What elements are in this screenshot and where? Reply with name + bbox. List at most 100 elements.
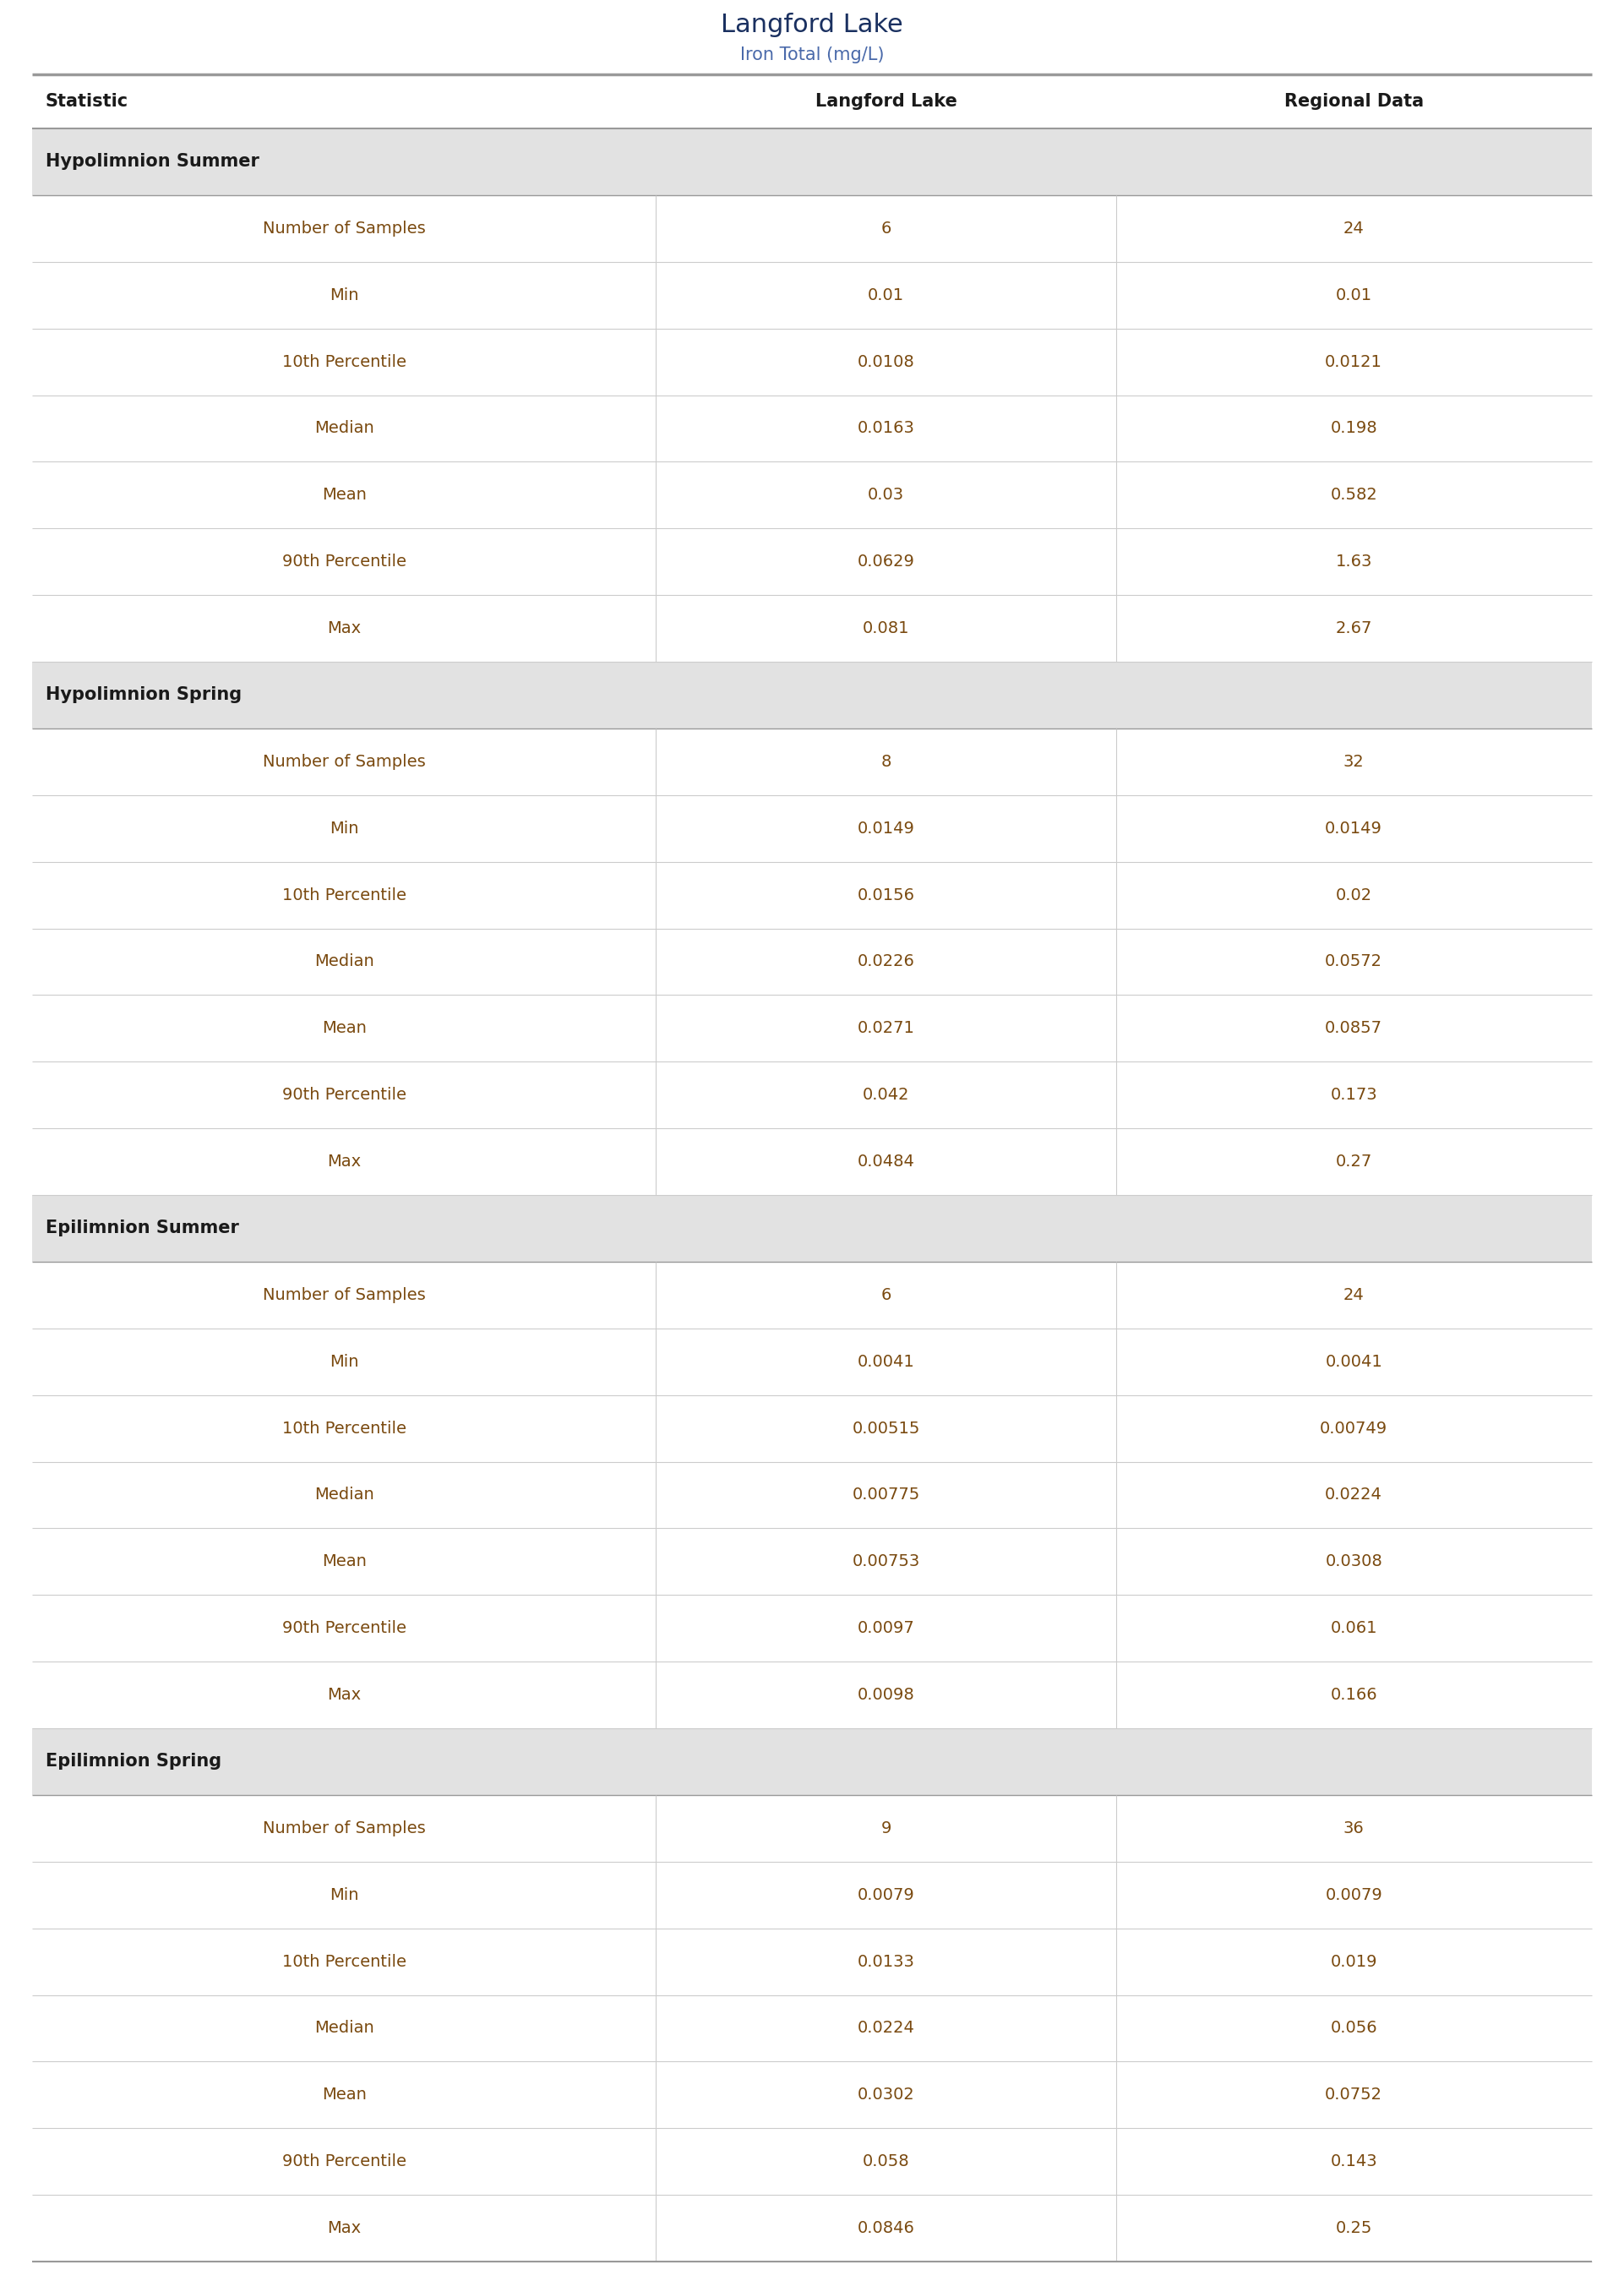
Text: Langford Lake: Langford Lake (721, 14, 903, 39)
Text: Mean: Mean (322, 488, 367, 504)
Text: Max: Max (328, 1687, 361, 1702)
Text: 10th Percentile: 10th Percentile (283, 354, 406, 370)
Text: 0.0484: 0.0484 (857, 1153, 914, 1169)
Text: 0.0629: 0.0629 (857, 554, 914, 570)
Text: 1.63: 1.63 (1335, 554, 1372, 570)
Text: Hypolimnion Spring: Hypolimnion Spring (45, 686, 242, 704)
Text: Epilimnion Spring: Epilimnion Spring (45, 1752, 221, 1771)
Bar (32, 2129, 1592, 2195)
Text: 10th Percentile: 10th Percentile (283, 888, 406, 903)
Text: 0.0097: 0.0097 (857, 1621, 914, 1637)
Bar (32, 2061, 1592, 2129)
Text: 0.0041: 0.0041 (1325, 1353, 1382, 1369)
Text: Statistic: Statistic (45, 93, 128, 109)
Bar (32, 461, 1592, 529)
Text: Median: Median (315, 1487, 374, 1503)
Text: Min: Min (330, 819, 359, 835)
Bar (32, 395, 1592, 461)
Bar (32, 329, 1592, 395)
Text: Max: Max (328, 2220, 361, 2236)
Bar (32, 195, 1592, 261)
Bar (32, 2195, 1592, 2261)
Text: 0.0156: 0.0156 (857, 888, 914, 903)
Bar (32, 1596, 1592, 1662)
Text: 0.0224: 0.0224 (1325, 1487, 1382, 1503)
Text: Number of Samples: Number of Samples (263, 754, 425, 770)
Text: 0.0133: 0.0133 (857, 1954, 914, 1970)
Text: Hypolimnion Summer: Hypolimnion Summer (45, 154, 260, 170)
Text: 6: 6 (880, 220, 892, 236)
Text: Median: Median (315, 420, 374, 436)
Text: 24: 24 (1343, 220, 1364, 236)
Bar (32, 1995, 1592, 2061)
Text: 0.042: 0.042 (862, 1087, 909, 1103)
Bar (32, 794, 1592, 863)
Text: 0.0846: 0.0846 (857, 2220, 914, 2236)
Text: 32: 32 (1343, 754, 1364, 770)
Text: 0.25: 0.25 (1335, 2220, 1372, 2236)
Text: 0.0098: 0.0098 (857, 1687, 914, 1702)
Text: Mean: Mean (322, 2086, 367, 2102)
Bar (32, 1262, 1592, 1328)
Text: 0.166: 0.166 (1330, 1687, 1377, 1702)
Bar (32, 994, 1592, 1062)
Text: Min: Min (330, 1886, 359, 1902)
Text: 0.00515: 0.00515 (853, 1421, 921, 1437)
Bar (32, 129, 1592, 195)
Text: 90th Percentile: 90th Percentile (283, 1087, 406, 1103)
Text: 0.061: 0.061 (1330, 1621, 1377, 1637)
Text: 0.01: 0.01 (1335, 286, 1372, 304)
Text: 0.00749: 0.00749 (1320, 1421, 1387, 1437)
Text: Min: Min (330, 1353, 359, 1369)
Text: 6: 6 (880, 1287, 892, 1303)
Bar (32, 1194, 1592, 1262)
Text: Median: Median (315, 2020, 374, 2036)
Text: 0.03: 0.03 (867, 488, 905, 504)
Text: 0.582: 0.582 (1330, 488, 1377, 504)
Text: 9: 9 (880, 1821, 892, 1836)
Bar (32, 928, 1592, 994)
Text: 0.0041: 0.0041 (857, 1353, 914, 1369)
Text: 0.0302: 0.0302 (857, 2086, 914, 2102)
Text: 0.0149: 0.0149 (857, 819, 914, 835)
Text: Langford Lake: Langford Lake (815, 93, 957, 109)
Text: Mean: Mean (322, 1553, 367, 1569)
Text: 0.0108: 0.0108 (857, 354, 914, 370)
Bar (32, 1396, 1592, 1462)
Text: 10th Percentile: 10th Percentile (283, 1954, 406, 1970)
Text: 0.0752: 0.0752 (1325, 2086, 1382, 2102)
Bar (32, 1528, 1592, 1596)
Text: 0.0079: 0.0079 (857, 1886, 914, 1902)
Bar (32, 1796, 1592, 1861)
Text: 0.081: 0.081 (862, 620, 909, 636)
Text: Number of Samples: Number of Samples (263, 220, 425, 236)
Text: Number of Samples: Number of Samples (263, 1287, 425, 1303)
Text: 8: 8 (880, 754, 892, 770)
Bar (32, 1462, 1592, 1528)
Bar (32, 863, 1592, 928)
Text: 0.00753: 0.00753 (853, 1553, 919, 1569)
Text: 36: 36 (1343, 1821, 1364, 1836)
Text: 90th Percentile: 90th Percentile (283, 1621, 406, 1637)
Bar (32, 1927, 1592, 1995)
Bar (32, 529, 1592, 595)
Text: 0.0226: 0.0226 (857, 953, 914, 969)
Text: 0.0572: 0.0572 (1325, 953, 1382, 969)
Text: Max: Max (328, 620, 361, 636)
Text: 90th Percentile: 90th Percentile (283, 554, 406, 570)
Text: 10th Percentile: 10th Percentile (283, 1421, 406, 1437)
Text: 0.27: 0.27 (1335, 1153, 1372, 1169)
Bar (32, 1328, 1592, 1396)
Text: 0.198: 0.198 (1330, 420, 1377, 436)
Text: 0.01: 0.01 (867, 286, 905, 304)
Text: 0.02: 0.02 (1335, 888, 1372, 903)
Text: 0.058: 0.058 (862, 2154, 909, 2170)
Text: 0.0857: 0.0857 (1325, 1019, 1382, 1037)
Text: Max: Max (328, 1153, 361, 1169)
Bar (32, 595, 1592, 663)
Bar (32, 1861, 1592, 1927)
Bar (32, 663, 1592, 729)
Text: 90th Percentile: 90th Percentile (283, 2154, 406, 2170)
Text: 0.0163: 0.0163 (857, 420, 914, 436)
Text: Number of Samples: Number of Samples (263, 1821, 425, 1836)
